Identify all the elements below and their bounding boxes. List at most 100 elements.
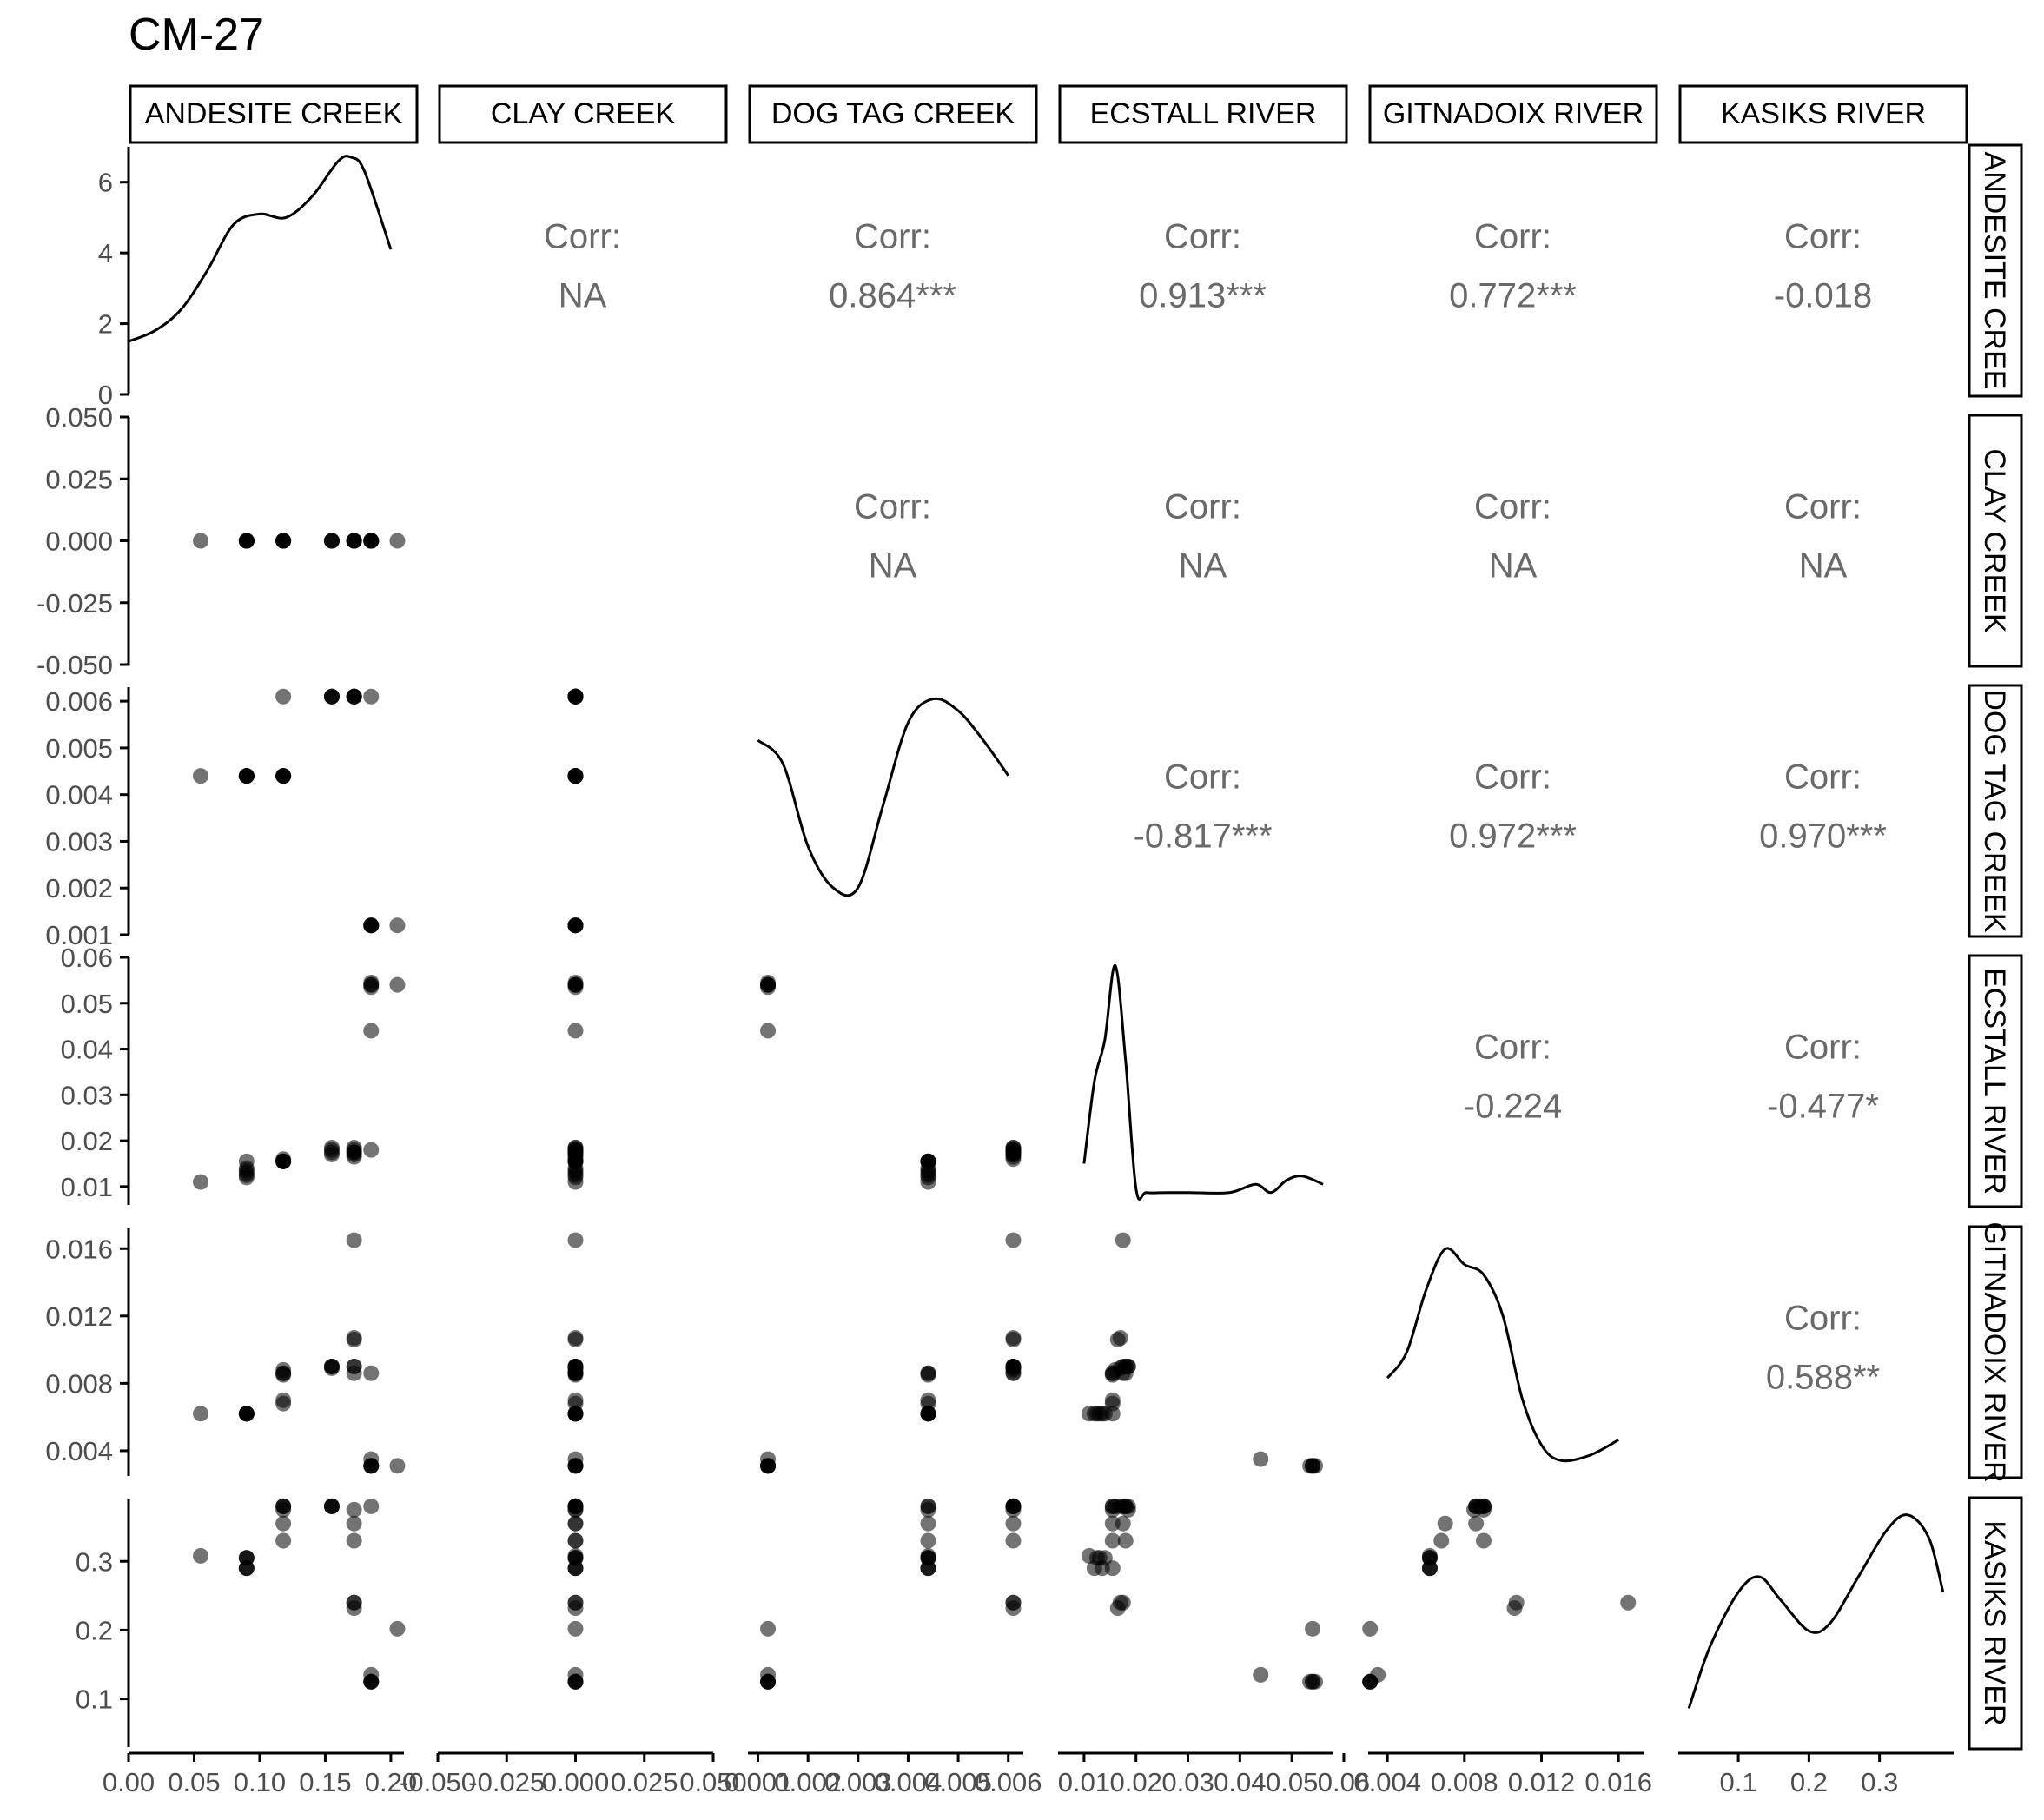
x-tick-label: 0.001 [724, 1767, 792, 1797]
y-tick-label: 4 [98, 238, 113, 268]
scatter-point [920, 1498, 936, 1514]
scatter-point [1005, 1515, 1022, 1532]
x-tick-label: 0.012 [1508, 1767, 1576, 1797]
x-tick-label: 0.025 [611, 1767, 678, 1797]
scatter-point [275, 1532, 292, 1549]
x-tick-label: 0.10 [234, 1767, 286, 1797]
scatter-point [760, 1458, 777, 1474]
scatter-point [920, 1515, 936, 1532]
scatter-point [363, 1142, 380, 1158]
scatter-point [389, 533, 406, 549]
scatter-point [567, 1498, 584, 1514]
corr-label: Corr: [854, 218, 931, 256]
scatter-point [1433, 1532, 1450, 1549]
scatter-point [760, 1023, 777, 1039]
scatter-point [1305, 1458, 1321, 1474]
scatter-point [1005, 1331, 1022, 1347]
scatter-point [1088, 1406, 1105, 1422]
x-tick-label: 0.016 [1584, 1767, 1652, 1797]
scatter-point [920, 1153, 936, 1169]
scatter-point [1421, 1560, 1438, 1577]
corr-label: Corr: [1784, 488, 1862, 526]
x-tick-label: 0.04 [1214, 1767, 1266, 1797]
scatter-point [346, 1365, 362, 1381]
x-tick-label: 0.002 [774, 1767, 842, 1797]
column-strip-label: ECSTALL RIVER [1090, 97, 1317, 130]
scatter-point [346, 1232, 362, 1248]
scatter-point [346, 1515, 362, 1532]
x-tick-label: 0.006 [975, 1767, 1042, 1797]
scatter-point [363, 533, 380, 549]
y-tick-label: 0.025 [45, 464, 113, 494]
corr-label: Corr: [1784, 218, 1862, 256]
scatter-point [389, 917, 406, 934]
scatter-point [567, 1594, 584, 1611]
y-tick-label: 0.003 [45, 826, 113, 857]
scatter-point [323, 688, 340, 705]
y-tick-label: 0.012 [45, 1301, 113, 1332]
column-strip-label: DOG TAG CREEK [771, 97, 1015, 130]
corr-label: Corr: [1784, 1300, 1862, 1338]
scatter-point [567, 688, 584, 705]
corr-value: 0.913*** [1139, 277, 1267, 315]
y-tick-label: 0.005 [45, 733, 113, 764]
y-tick-label: 0.004 [45, 1436, 113, 1466]
scatter-point [567, 976, 584, 993]
scatter-point [1506, 1600, 1523, 1617]
scatter-point [567, 1532, 584, 1549]
scatter-point [389, 976, 406, 993]
column-strip-label: ANDESITE CREEK [145, 97, 403, 130]
scatter-point [238, 1406, 255, 1422]
column-strip [129, 84, 419, 144]
x-tick-label: 0.005 [924, 1767, 992, 1797]
row-strip [1968, 954, 2023, 1208]
scatter-point [363, 917, 380, 934]
scatter-point [363, 1458, 380, 1474]
scatter-point [567, 1560, 584, 1577]
scatter-point [1109, 1331, 1126, 1347]
scatter-point [567, 1392, 584, 1408]
density-curve [1386, 1247, 1619, 1463]
y-tick-label: 0.016 [45, 1234, 113, 1264]
scatter-point [346, 1594, 362, 1611]
corr-value: 0.972*** [1449, 817, 1577, 856]
scatter-point [567, 1331, 584, 1347]
scatter-point [1117, 1498, 1134, 1514]
y-tick-label: 0.01 [61, 1172, 113, 1202]
scatter-point [193, 1547, 209, 1564]
scatter-point [275, 1392, 292, 1408]
x-tick-label: 0.004 [1353, 1767, 1421, 1797]
scatter-point [363, 1498, 380, 1514]
y-tick-label: 6 [98, 168, 113, 198]
corr-value: -0.224 [1464, 1088, 1562, 1126]
y-tick-label: 0.06 [61, 943, 113, 973]
column-strip-label: GITNADOIX RIVER [1383, 97, 1644, 130]
column-strip [1678, 84, 1968, 144]
row-strip-label: CLAY CREEK [1978, 448, 2011, 633]
scatter-point [760, 1673, 777, 1690]
y-tick-label: 0.04 [61, 1035, 113, 1065]
scatter-point [920, 1532, 936, 1549]
density-curve [1687, 1513, 1945, 1709]
corr-label: Corr: [1784, 758, 1862, 797]
scatter-point [1115, 1594, 1131, 1611]
corr-value: NA [1489, 547, 1538, 586]
x-tick-label: 0.20 [365, 1767, 417, 1797]
density-curve [128, 155, 393, 343]
scatter-point [1253, 1666, 1269, 1683]
scatter-point [760, 976, 777, 993]
column-strip-label: KASIKS RIVER [1721, 97, 1926, 130]
x-tick-label: 0.2 [1790, 1767, 1828, 1797]
y-tick-label: 0.008 [45, 1368, 113, 1399]
x-tick-label: 0.004 [875, 1767, 943, 1797]
y-tick-label: 0.2 [76, 1615, 113, 1645]
scatter-point [1437, 1515, 1453, 1532]
scatter-point [1305, 1620, 1321, 1637]
scatter-point [346, 1144, 362, 1161]
scatter-point [363, 976, 380, 993]
corr-label: Corr: [854, 488, 931, 526]
density-curve [757, 697, 1009, 897]
y-tick-label: 0.050 [45, 402, 113, 433]
scatter-point [567, 768, 584, 784]
